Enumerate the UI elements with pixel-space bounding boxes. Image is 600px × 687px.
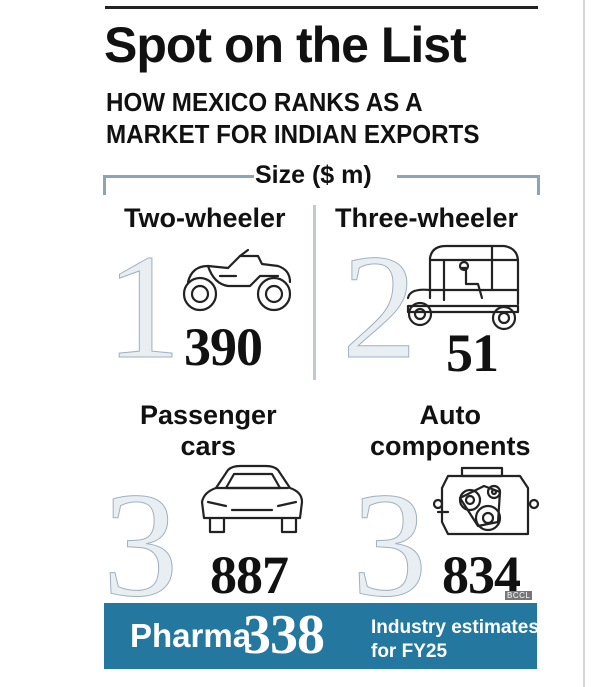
source-credit: BCCL <box>505 591 533 600</box>
infographic-title: Spot on the List <box>104 17 467 73</box>
subtitle-line-1: HOW MEXICO RANKS AS A <box>106 87 423 117</box>
size-bracket-left <box>103 175 254 195</box>
pharma-value: 338 <box>243 604 325 666</box>
footer-note-line1: Industry estimates <box>371 617 539 638</box>
rank-numeral-passenger-cars: 3 <box>103 462 179 628</box>
footer-note: Industry estimates for FY25 <box>371 616 539 664</box>
rank-numeral-auto-components: 3 <box>352 462 428 628</box>
pharma-label: Pharma <box>130 617 252 654</box>
engine-icon <box>432 466 540 536</box>
pharma-banner <box>104 603 537 669</box>
rank-numeral-two-wheeler: 1 <box>106 224 182 390</box>
category-three-wheeler: Three-wheeler <box>335 203 519 233</box>
column-divider <box>313 205 316 380</box>
motorcycle-icon <box>182 248 292 312</box>
value-three-wheeler: 51 <box>446 323 499 383</box>
auto-rickshaw-icon <box>406 244 520 331</box>
footer-note-line2: for FY25 <box>371 641 448 662</box>
subtitle-line-2: MARKET FOR INDIAN EXPORTS <box>106 119 480 149</box>
car-icon <box>200 464 304 534</box>
category-auto-components-line1: Auto <box>419 400 481 430</box>
infographic-subtitle: HOW MEXICO RANKS AS A MARKET FOR INDIAN … <box>106 86 479 150</box>
category-auto-components-line2: components <box>370 431 531 461</box>
size-label: Size ($ m) <box>255 161 372 189</box>
category-passenger-cars-line1: Passenger <box>140 400 277 430</box>
rank-numeral-three-wheeler: 2 <box>342 224 418 390</box>
page-edge-line <box>583 0 585 687</box>
value-passenger-cars: 887 <box>210 545 289 605</box>
category-passenger-cars: Passenger cars <box>140 400 277 462</box>
category-passenger-cars-line2: cars <box>180 431 237 461</box>
top-rule <box>105 6 538 9</box>
size-bracket-right <box>397 175 540 195</box>
category-two-wheeler: Two-wheeler <box>124 203 286 233</box>
value-two-wheeler: 390 <box>184 317 263 377</box>
category-auto-components: Auto components <box>370 400 531 462</box>
